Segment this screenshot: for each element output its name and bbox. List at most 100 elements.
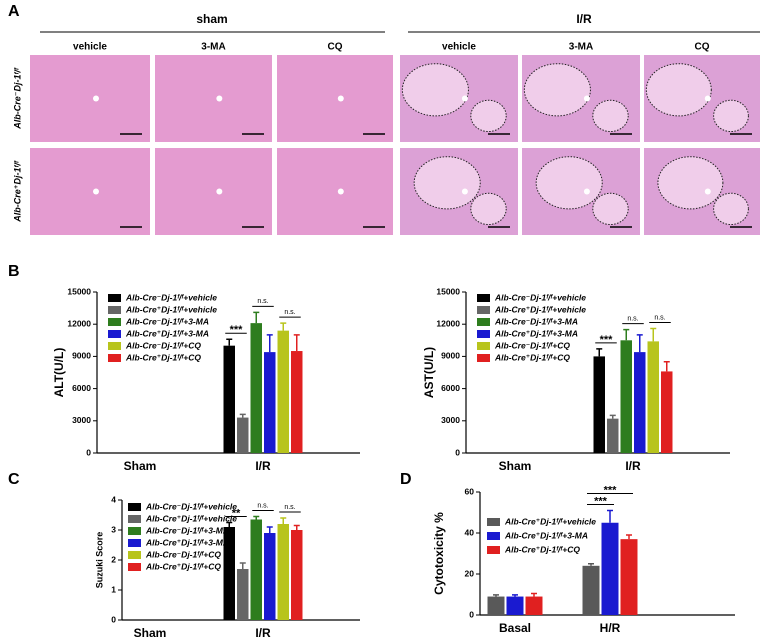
- significance-label: ***: [600, 334, 614, 346]
- necrotic-area: [413, 156, 481, 210]
- significance-label: **: [232, 507, 241, 519]
- bar: [506, 596, 524, 615]
- necrotic-area: [657, 156, 724, 210]
- legend-label: Alb-Cre⁺Dj-1ᶠ/ᶠ+CQ: [145, 561, 221, 571]
- y-tick-label: 9000: [441, 351, 460, 361]
- legend-label: Alb-Cre⁺Dj-1ᶠ/ᶠ+3-MA: [504, 530, 588, 540]
- y-tick-label: 9000: [72, 351, 91, 361]
- legend-label: Alb-Cre⁺Dj-1ᶠ/ᶠ+vehicle: [145, 513, 237, 523]
- bar: [223, 527, 235, 620]
- row-label: Alb-Cre⁺Dj-1ᶠ/ᶠ: [12, 160, 22, 223]
- legend-label: Alb-Cre⁺Dj-1ᶠ/ᶠ+3-MA: [145, 537, 229, 547]
- legend-swatch: [128, 539, 141, 547]
- y-axis-label: Cytotoxicity %: [432, 512, 446, 595]
- necrotic-area: [592, 192, 629, 226]
- necrotic-area: [713, 99, 749, 133]
- significance-label: n.s.: [284, 309, 295, 316]
- error-bar: [253, 311, 260, 324]
- error-bar: [280, 517, 287, 524]
- legend-swatch: [128, 527, 141, 535]
- bar: [487, 596, 505, 615]
- legend-label: Alb-Cre⁻Dj-1ᶠ/ᶠ+CQ: [125, 340, 201, 350]
- legend-swatch: [108, 354, 121, 362]
- histology-image: [155, 148, 272, 235]
- vessel: [93, 188, 99, 195]
- group-label: sham: [196, 12, 227, 26]
- legend-label: Alb-Cre⁺Dj-1ᶠ/ᶠ+3-MA: [494, 328, 578, 338]
- y-tick-label: 6000: [72, 383, 91, 393]
- error-bar: [609, 414, 616, 419]
- necrotic-area: [470, 99, 507, 133]
- y-axis-label: Suzuki Score: [94, 532, 104, 589]
- legend-swatch: [108, 330, 121, 338]
- bar: [223, 345, 235, 453]
- legend-label: Alb-Cre⁻Dj-1ᶠ/ᶠ+3-MA: [145, 525, 229, 535]
- significance-label: n.s.: [257, 502, 268, 509]
- legend-swatch: [108, 318, 121, 326]
- y-tick-label: 0: [469, 609, 474, 619]
- y-tick-label: 2: [111, 554, 116, 564]
- bar: [620, 539, 638, 615]
- column-label: vehicle: [442, 42, 476, 53]
- vessel: [93, 95, 99, 102]
- y-tick-label: 4: [111, 494, 116, 504]
- x-tick-label: Sham: [124, 459, 157, 473]
- necrotic-area: [470, 192, 507, 226]
- legend-label: Alb-Cre⁻Dj-1ᶠ/ᶠ+vehicle: [145, 501, 237, 511]
- legend-label: Alb-Cre⁻Dj-1ᶠ/ᶠ+CQ: [494, 340, 570, 350]
- legend-swatch: [477, 342, 490, 350]
- legend-swatch: [108, 306, 121, 314]
- bar: [250, 519, 262, 620]
- y-tick-label: 0: [111, 614, 116, 624]
- panel-label: D: [400, 471, 412, 488]
- y-tick-label: 15000: [436, 286, 460, 296]
- y-axis-label: ALT(U/L): [52, 348, 66, 398]
- legend-label: Alb-Cre⁻Dj-1ᶠ/ᶠ+3-MA: [494, 316, 578, 326]
- vessel: [216, 188, 223, 195]
- vessel: [216, 95, 223, 102]
- error-bar: [636, 334, 643, 353]
- necrotic-area: [645, 63, 712, 117]
- histology-image: [277, 55, 393, 142]
- significance-label: ***: [604, 484, 618, 496]
- error-bar: [531, 592, 537, 597]
- panel-label: A: [8, 3, 20, 20]
- error-bar: [607, 509, 613, 523]
- y-tick-label: 1: [111, 584, 116, 594]
- column-label: CQ: [328, 42, 343, 53]
- error-bar: [239, 562, 246, 569]
- bar: [661, 371, 673, 453]
- y-tick-label: 12000: [67, 318, 91, 328]
- error-bar: [626, 534, 632, 540]
- legend-label: Alb-Cre⁺Dj-1ᶠ/ᶠ+3-MA: [125, 328, 209, 338]
- x-tick-label: I/R: [255, 626, 271, 640]
- legend-swatch: [487, 532, 500, 540]
- error-bar: [623, 328, 630, 341]
- legend-swatch: [128, 503, 141, 511]
- vessel: [704, 95, 711, 102]
- y-tick-label: 15000: [67, 286, 91, 296]
- error-bar: [253, 515, 260, 520]
- panel-label: B: [8, 263, 20, 280]
- column-label: 3-MA: [201, 42, 225, 53]
- column-label: vehicle: [73, 42, 107, 53]
- error-bar: [266, 526, 273, 533]
- legend-swatch: [108, 342, 121, 350]
- histology-image: [155, 55, 272, 142]
- significance-label: n.s.: [627, 315, 638, 322]
- error-bar: [293, 334, 300, 352]
- legend-swatch: [477, 330, 490, 338]
- bar: [237, 569, 249, 620]
- bar: [525, 596, 543, 615]
- legend-swatch: [487, 546, 500, 554]
- error-bar: [226, 338, 233, 346]
- y-tick-label: 3: [111, 524, 116, 534]
- vessel: [461, 95, 468, 102]
- legend-label: Alb-Cre⁺Dj-1ᶠ/ᶠ+CQ: [494, 352, 570, 362]
- legend-label: Alb-Cre⁻Dj-1ᶠ/ᶠ+3-MA: [125, 316, 209, 326]
- y-tick-label: 0: [455, 447, 460, 457]
- vessel: [704, 188, 711, 195]
- error-bar: [493, 594, 499, 597]
- necrotic-area: [535, 156, 603, 210]
